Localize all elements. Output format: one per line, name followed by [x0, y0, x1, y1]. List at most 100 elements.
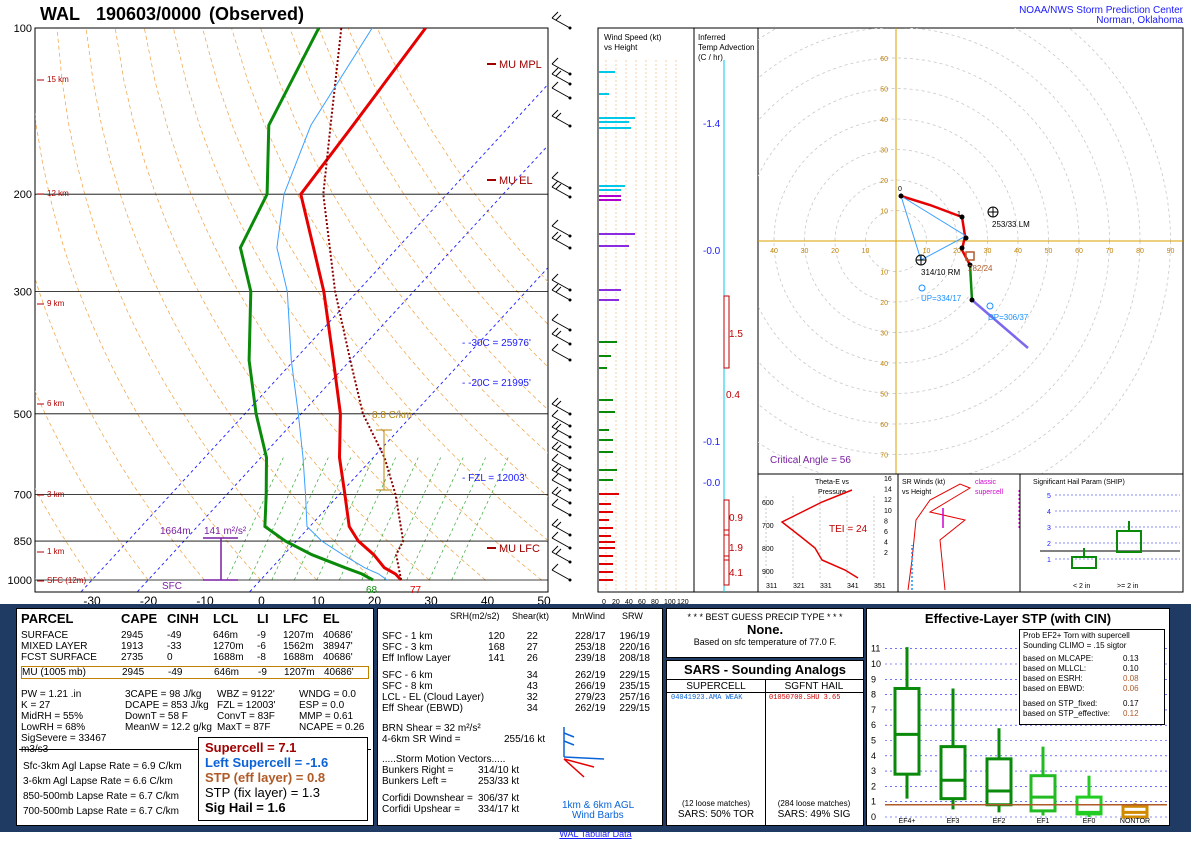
pressure-tick-label: 1000 — [8, 575, 32, 587]
hdr-srw: SRW — [622, 611, 643, 621]
theta-x-label: 321 — [793, 583, 805, 590]
height-tick-label: 12 km — [47, 189, 69, 198]
sr-winds-panel: SR Winds (kt) vs Height classic supercell 16… — [884, 473, 1021, 593]
shear-header: SRH(m2/s2) Shear(kt) MnWind SRW — [450, 611, 660, 621]
isotherm — [249, 266, 548, 592]
prob-line2: Sounding CLIMO = .15 sigtor — [1023, 641, 1127, 650]
stp-y-label: 8 — [871, 690, 876, 700]
rm-label: 314/10 RM — [921, 268, 960, 277]
wind-barb — [551, 283, 572, 302]
hdr-li: LI — [257, 611, 269, 626]
shear-cell: 239/18 — [575, 653, 606, 664]
hodo-km-dot — [898, 193, 904, 199]
ship-y-label: 2 — [1047, 541, 1051, 548]
parcel-cell: 40686' — [323, 652, 353, 663]
wind-speed-sub: vs Height — [604, 43, 638, 52]
mixing-ratio-line — [406, 457, 464, 581]
sr-wind-value: 255/16 kt — [504, 734, 546, 745]
mu-el-label: MU EL — [499, 175, 533, 187]
shear-cell: SFC - 3 km — [382, 642, 433, 653]
stp-box-5 — [1121, 803, 1149, 819]
mixing-ratio-line — [451, 457, 509, 581]
lapse-rates: Sfc-3km Agl Lapse Rate = 6.9 C/km 3-6km A… — [23, 759, 203, 819]
wind-barb — [551, 409, 572, 428]
isotherm — [80, 83, 548, 592]
temp-adv-sub1: Temp Advection — [698, 43, 754, 52]
ws-tick-label: 80 — [651, 599, 659, 606]
theta-x-label: 341 — [847, 583, 859, 590]
shear-cell: 27 — [526, 642, 538, 653]
dry-adiabat — [202, 28, 548, 541]
shear-cell: 26 — [526, 653, 538, 664]
hdr-mnwind: MnWind — [572, 611, 606, 621]
ws-tick-label: 20 — [612, 599, 620, 606]
stp-prob-row: based on STP_effective: 0.12 — [1023, 709, 1161, 719]
pressure-tick-label: 300 — [14, 286, 32, 298]
shear-cell: 34 — [526, 703, 538, 714]
parcel-row: FCST SURFACE 2735 0 1688m -8 1688m 40686' — [21, 652, 369, 663]
stp-fix-value: STP (fix layer) = 1.3 — [205, 785, 320, 800]
hodo-trace-purple — [971, 299, 1029, 349]
sr-y-label: 8 — [884, 518, 888, 525]
ta-value: 0.4 — [726, 390, 740, 401]
hodo-1km: 1 — [957, 211, 961, 218]
index-item: PW = 1.21 .in — [21, 689, 82, 700]
shear-cell: 262/19 — [575, 703, 606, 714]
shear-cell: 229/15 — [619, 670, 650, 681]
stp-x-label: EF1 — [1037, 818, 1050, 825]
wind-speed-title: Wind Speed (kt) — [604, 33, 662, 42]
sars-matches2: (284 loose matches) — [777, 799, 851, 808]
wind-barb — [551, 11, 572, 30]
shear-cell: 120 — [488, 631, 505, 642]
divider — [19, 749, 371, 750]
mean-label: 282/24 — [968, 264, 993, 273]
sr-sub: vs Height — [902, 489, 931, 496]
org-line1: NOAA/NWS Storm Prediction Center — [1019, 5, 1184, 16]
pressure-tick-label: 500 — [14, 409, 32, 421]
barb-caption1: 1km & 6km AGL — [562, 800, 635, 811]
shear-cell: 196/19 — [619, 631, 650, 642]
stp-prob-row: based on EBWD: 0.06 — [1023, 684, 1161, 694]
temperature-trace — [299, 28, 427, 582]
hodo-y-label: 50 — [880, 87, 888, 94]
mixing-ratio-line — [383, 457, 442, 581]
pressure-tick-label: 700 — [14, 489, 32, 501]
index-item: MaxT = 87F — [217, 722, 271, 733]
height-tick-label: 15 km — [47, 75, 69, 84]
shear-row: SFC - 3 km 168 27 253/18 220/16 — [382, 642, 658, 653]
mixing-ratio-line — [226, 457, 284, 581]
wind-barb — [551, 231, 572, 250]
wind-barb — [551, 171, 572, 190]
index-item: ESP = 0.0 — [299, 700, 345, 711]
parcel-cell: 646m — [213, 630, 239, 641]
theta-title: Theta-E vs — [815, 479, 849, 486]
sfc-label: SFC — [162, 581, 182, 592]
parcel-rows: SURFACE 2945 -49 646m -9 1207m 40686' MIXED LAY… — [21, 630, 369, 679]
shear-cell — [488, 670, 527, 681]
ta-value: 0.9 — [729, 513, 743, 524]
theta-y-label: 600 — [762, 500, 774, 507]
sr-wind-label: 4-6km SR Wind = — [382, 734, 461, 745]
wind-barb — [551, 343, 572, 362]
theta-y-label: 800 — [762, 546, 774, 553]
stp-title: Effective-Layer STP (with CIN) — [924, 611, 1112, 626]
index-item: WNDG = 0.0 — [299, 689, 356, 700]
barb-caption: 1km & 6km AGL Wind Barbs — [562, 801, 634, 821]
theta-sub: Pressure — [818, 489, 846, 496]
wind-barb — [551, 180, 572, 199]
hdr-el: EL — [323, 611, 340, 626]
theta-e-trace — [780, 489, 859, 579]
theta-y-label: 900 — [762, 569, 774, 576]
parcel-row: SURFACE 2945 -49 646m -9 1207m 40686' — [21, 630, 369, 641]
stp-y-label: 7 — [871, 705, 876, 715]
hodo-x-label: 10 — [923, 248, 931, 255]
iso30-label: - -30C = 25976' — [462, 338, 531, 349]
parcel-header: PARCEL CAPE CINH LCL LI LFC EL — [21, 611, 369, 626]
tabular-data-link[interactable]: WAL Tabular Data — [559, 829, 632, 839]
hdr-cape: CAPE — [121, 611, 158, 626]
hodo-km-dot — [959, 214, 965, 220]
sars-hail-match: 01050700.SHU 3.65 — [769, 694, 841, 702]
stp-prob-row: based on MLLCL: 0.10 — [1023, 664, 1161, 674]
iso20-label: - -20C = 21995' — [462, 378, 531, 389]
